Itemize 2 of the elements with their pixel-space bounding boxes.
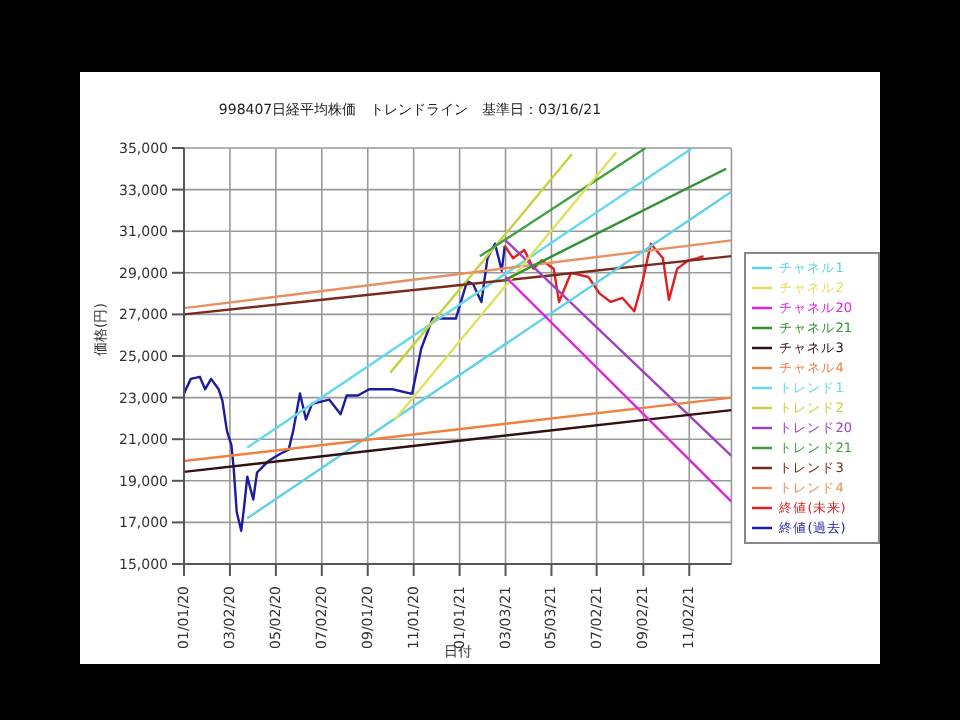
line-series xyxy=(184,242,506,532)
line-series xyxy=(503,242,705,313)
